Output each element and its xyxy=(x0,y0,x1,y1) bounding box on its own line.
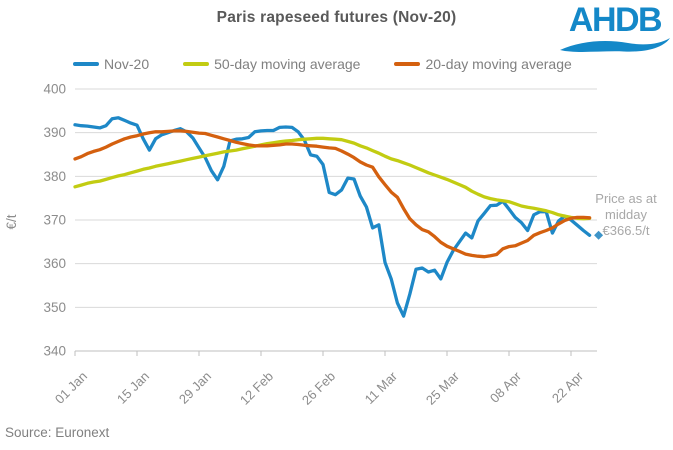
y-axis-unit-label: €/t xyxy=(4,214,19,229)
legend-swatch-nov-20 xyxy=(73,62,99,66)
series-line-50-day-moving-average xyxy=(73,136,592,221)
legend-swatch-50-day-ma xyxy=(183,62,210,66)
y-tick-label: 380 xyxy=(43,169,66,184)
x-tick-label: 25 Mar xyxy=(423,368,463,408)
source-credit: Source: Euronext xyxy=(5,425,110,440)
y-tick-label: 350 xyxy=(43,300,66,315)
legend-swatch-20-day-ma xyxy=(394,62,421,66)
x-tick-label: 29 Jan xyxy=(176,369,214,407)
legend: Nov-20 50-day moving average 20-day movi… xyxy=(73,56,572,72)
x-tick-label: 11 Mar xyxy=(362,368,401,407)
y-tick-label: 370 xyxy=(43,213,66,228)
y-tick-label: 340 xyxy=(43,344,66,359)
ahdb-logo: AHDB xyxy=(560,3,670,58)
legend-item-nov-20: Nov-20 xyxy=(73,56,149,72)
legend-label-50-day-ma: 50-day moving average xyxy=(214,56,361,72)
y-tick-label: 360 xyxy=(43,256,66,271)
x-tick-label: 12 Feb xyxy=(237,369,276,408)
annotation-price: €366.5/t xyxy=(602,223,650,238)
x-tick-label: 26 Feb xyxy=(299,369,338,408)
legend-label-nov-20: Nov-20 xyxy=(104,56,150,72)
ahdb-logo-text: AHDB xyxy=(568,1,663,39)
y-tick-label: 400 xyxy=(43,82,66,97)
legend-item-50-day-ma: 50-day moving average xyxy=(183,56,360,72)
chart-title: Paris rapeseed futures (Nov-20) xyxy=(216,9,457,26)
price-annotation: Price as at midday €366.5/t xyxy=(584,191,668,239)
legend-item-20-day-ma: 20-day moving average xyxy=(394,56,572,72)
y-tick-label: 390 xyxy=(43,125,66,140)
x-tick-label: 08 Apr xyxy=(487,368,525,406)
x-tick-label: 01 Jan xyxy=(52,369,90,407)
logo-wave-icon xyxy=(560,38,670,52)
legend-label-20-day-ma: 20-day moving average xyxy=(425,56,572,72)
x-tick-label: 22 Apr xyxy=(549,368,587,406)
series-line-20-day-moving-average xyxy=(73,129,592,259)
x-tick-label: 15 Jan xyxy=(114,369,152,407)
annotation-line-2: midday xyxy=(605,207,647,222)
annotation-line-1: Price as at xyxy=(595,191,657,206)
end-marker-diamond-icon xyxy=(594,230,604,240)
